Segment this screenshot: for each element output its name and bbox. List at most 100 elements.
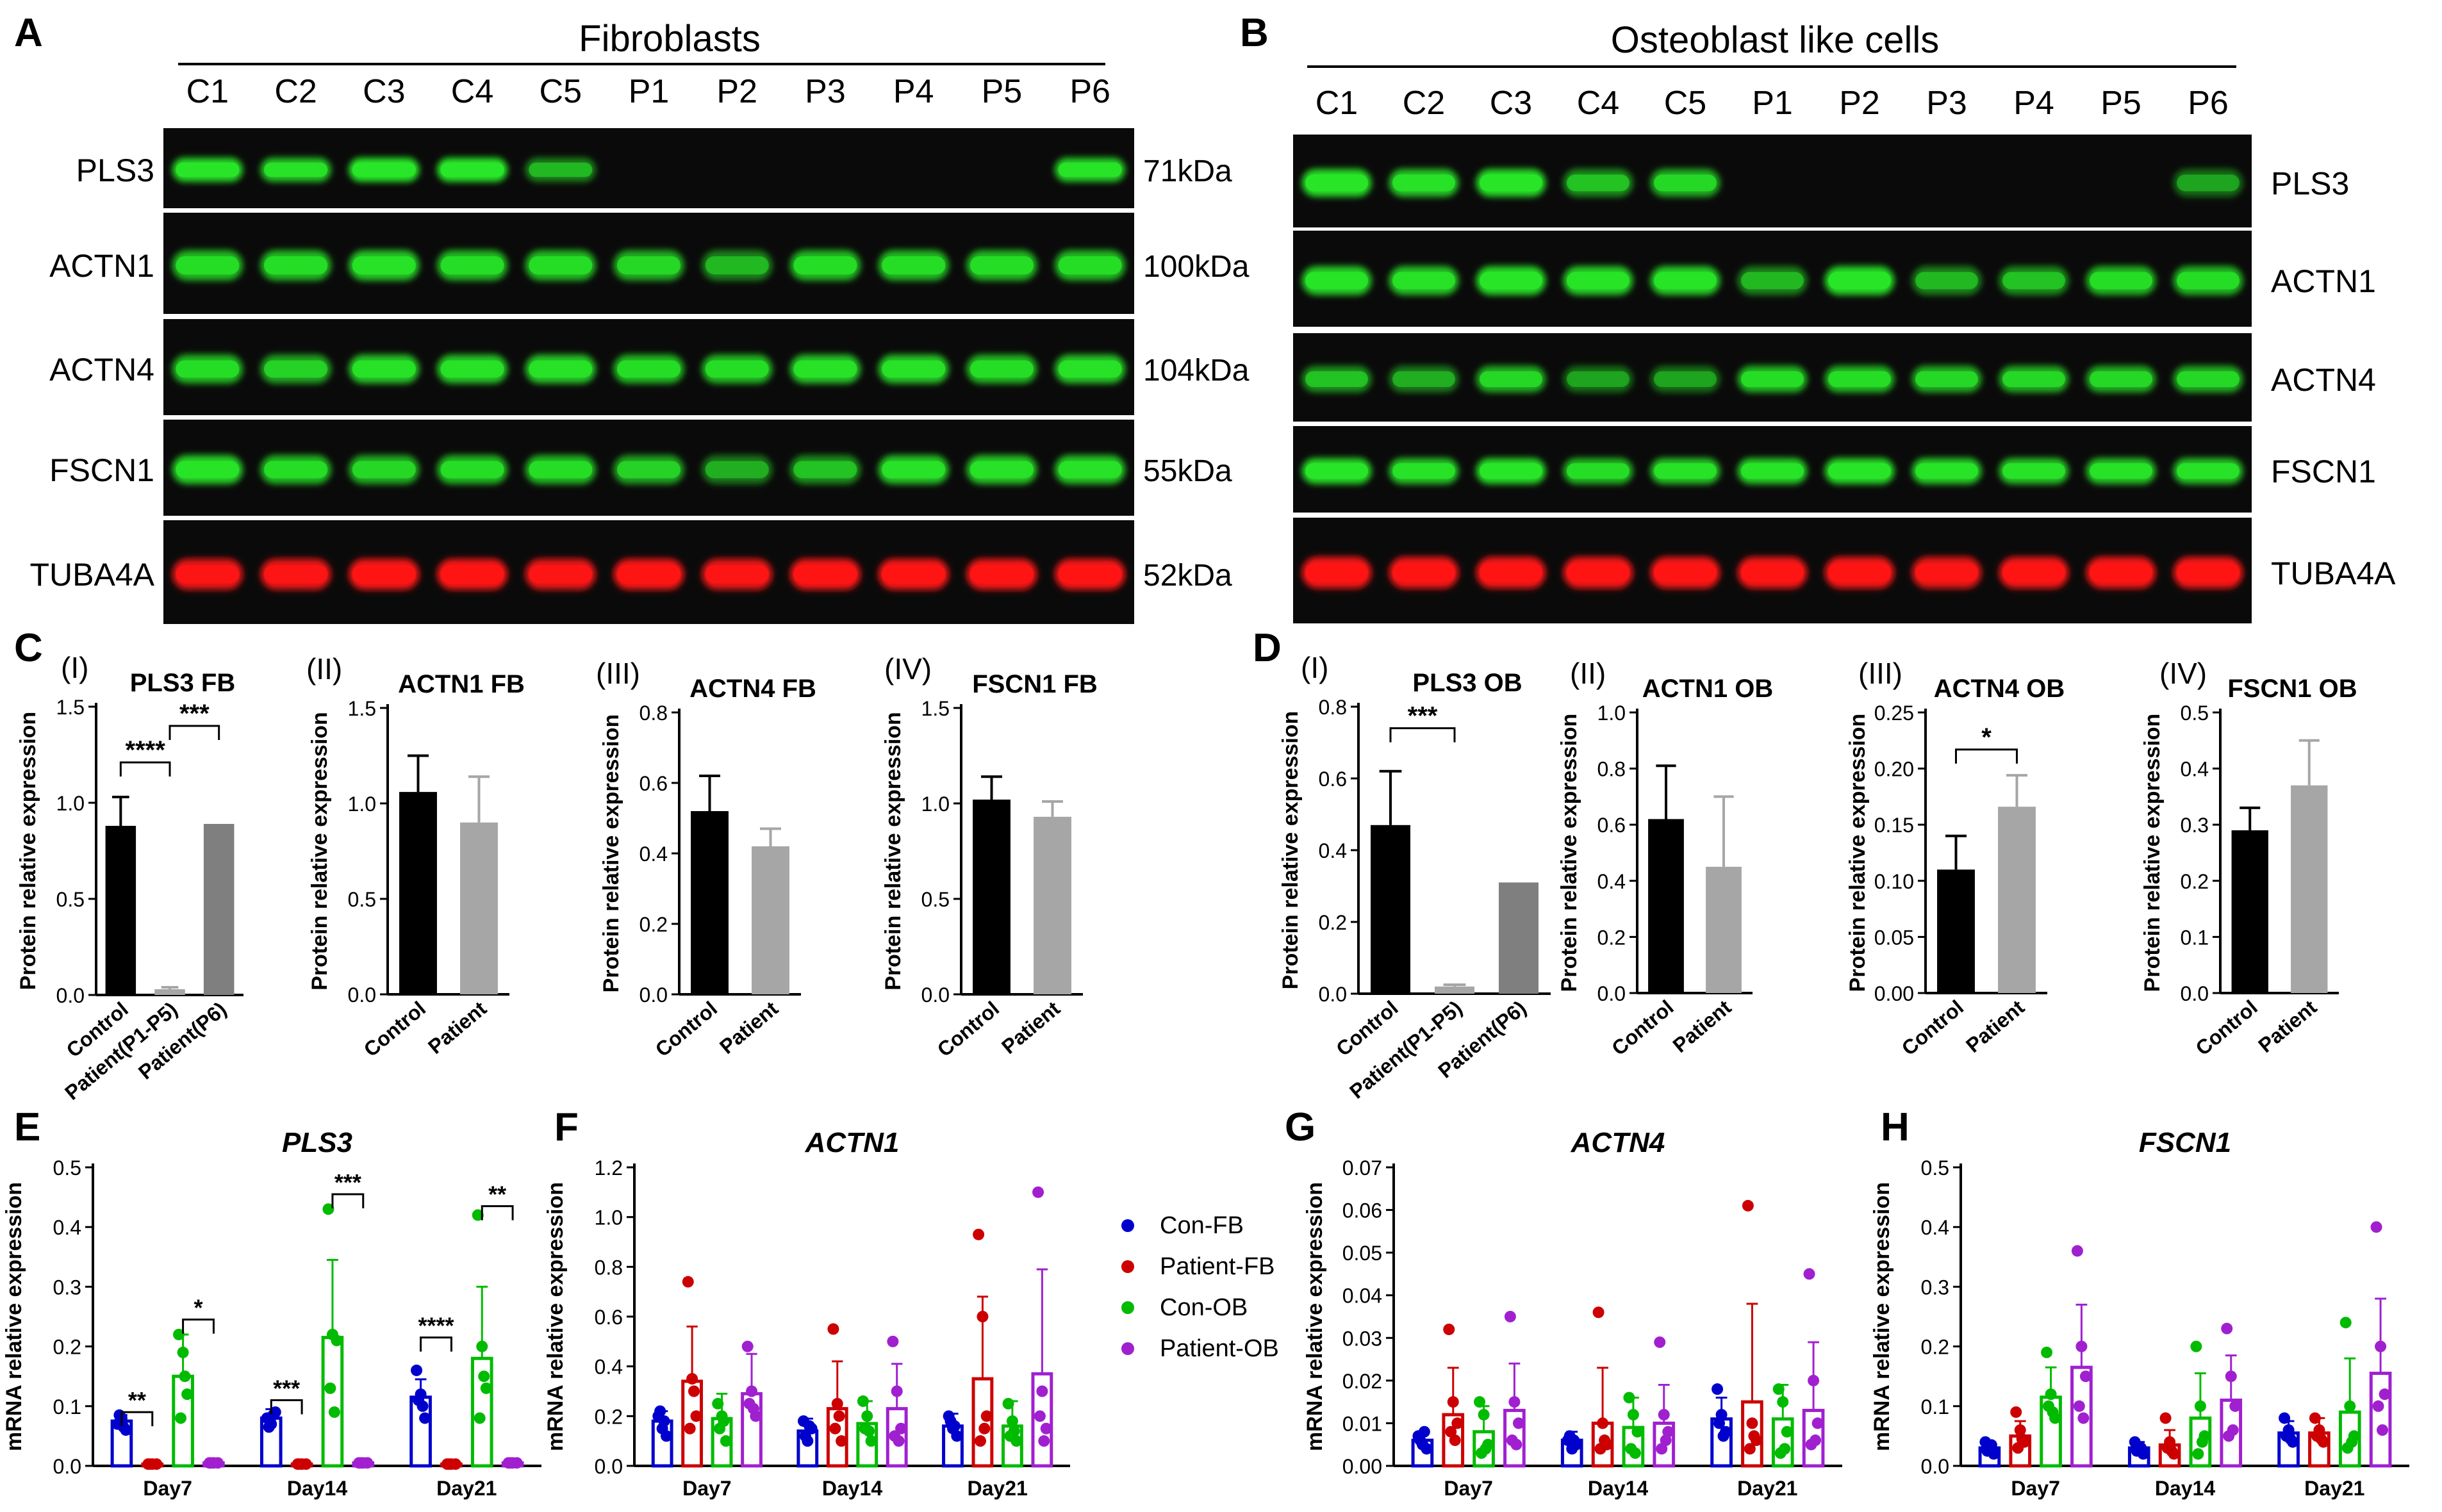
blot-band — [2173, 168, 2243, 197]
data-point — [2225, 1370, 2237, 1383]
bar — [1499, 882, 1539, 994]
bar — [752, 846, 789, 994]
data-point — [1772, 1383, 1785, 1395]
data-point — [863, 1425, 875, 1437]
blot-band-core — [1392, 371, 1455, 388]
blot-band-core — [969, 461, 1034, 479]
protein-label-fscn1: FSCN1 — [49, 452, 154, 488]
data-point — [1480, 1443, 1492, 1455]
data-point — [1811, 1417, 1824, 1429]
blot-band-core — [1480, 174, 1542, 192]
data-point — [1629, 1447, 1641, 1459]
blot-band-core — [1480, 272, 1542, 290]
x-tick-label: Day7 — [2011, 1477, 2060, 1500]
bar — [2231, 830, 2268, 993]
y-tick-label: 0.2 — [53, 1336, 81, 1359]
blot-band-core — [1741, 272, 1804, 290]
data-point — [1594, 1443, 1606, 1455]
data-point — [1032, 1186, 1044, 1198]
blot-band-core — [1915, 272, 1978, 290]
data-point — [179, 1370, 191, 1383]
y-tick-label: 0.10 — [1874, 870, 1914, 893]
data-point — [865, 1435, 877, 1447]
data-point — [2221, 1322, 2233, 1335]
data-point — [1040, 1422, 1052, 1434]
chart-title: PLS3 OB — [1412, 669, 1522, 697]
chart-di: (I) PLS3 OB 0.0 0.2 0.4 0.6 0.8 Protein relativ… — [1278, 651, 1551, 1103]
blot-band-core — [264, 461, 328, 479]
blot-band-core — [176, 461, 240, 479]
data-point — [293, 1458, 306, 1470]
blot-band-core — [1567, 174, 1629, 192]
data-point — [1568, 1434, 1580, 1447]
blot-band-core — [705, 256, 769, 275]
blot-band-core — [2090, 463, 2152, 479]
y-axis-label: Protein relative expression — [881, 712, 905, 990]
data-point — [2196, 1436, 2208, 1448]
y-tick-label: 0.0 — [1319, 983, 1347, 1006]
y-tick-label: 0.4 — [595, 1356, 623, 1379]
blot-band — [1563, 366, 1633, 393]
data-point — [328, 1406, 340, 1418]
bar — [1937, 869, 1975, 993]
data-point — [1744, 1443, 1756, 1455]
blot-band-core — [352, 256, 416, 275]
chart-dii: (II) ACTN1 OB 0.0 0.2 0.4 0.6 0.8 1.0 Protein re… — [1557, 657, 1773, 1060]
data-point — [682, 1276, 694, 1288]
blot-band-core — [616, 564, 681, 584]
data-point — [720, 1435, 732, 1447]
data-point — [205, 1457, 217, 1469]
data-point — [660, 1430, 672, 1442]
roman-numeral: (III) — [596, 657, 640, 690]
blot-band-core — [1567, 563, 1629, 582]
data-point — [2014, 1424, 2026, 1436]
blot-row-actn1: ACTN1 100kDa — [49, 213, 1250, 314]
blot-band-core — [529, 162, 593, 177]
legend: Con-FB Patient-FB Con-OB Patient-OB — [1121, 1212, 1279, 1362]
lane-label-c4: C4 — [1577, 85, 1619, 122]
blot-band-core — [2177, 371, 2240, 388]
chart-e: PLS3 0.0 0.1 0.2 0.3 0.4 0.5 mRNA relative expr… — [2, 1127, 541, 1500]
data-point — [1627, 1409, 1639, 1421]
data-point — [1512, 1417, 1524, 1429]
data-point — [1504, 1311, 1516, 1322]
data-point — [747, 1402, 759, 1415]
lane-label-p5: P5 — [982, 73, 1023, 110]
protein-label-actn1: ACTN1 — [49, 248, 154, 284]
data-point — [804, 1420, 816, 1432]
chart-g: ACTN4 0.00 0.01 0.02 0.03 0.04 0.05 0.06 0.07 mRN… — [1303, 1127, 1842, 1500]
y-tick-label: 0.0 — [921, 983, 950, 1007]
bar-con-ob — [1771, 1417, 1794, 1468]
y-tick-label: 0.2 — [1597, 926, 1626, 949]
blot-band-core — [2177, 463, 2240, 479]
legend-label-con-ob: Con-OB — [1160, 1294, 1248, 1321]
blot-row-pls3: PLS3 71kDa — [76, 128, 1232, 208]
legend-marker — [1121, 1342, 1134, 1355]
data-point — [684, 1422, 696, 1434]
significance-label: **** — [126, 736, 166, 764]
data-point — [1779, 1443, 1791, 1455]
blot-band-core — [1654, 563, 1717, 582]
y-tick-label: 0.25 — [1874, 702, 1914, 725]
blot-band-core — [1567, 272, 1629, 290]
data-point — [2077, 1412, 2090, 1424]
blot-band-core — [1305, 463, 1368, 479]
data-point — [117, 1421, 129, 1433]
y-tick-label: 0.6 — [639, 772, 668, 795]
x-tick-label: Day7 — [143, 1477, 192, 1500]
legend-label-patient-ob: Patient-OB — [1160, 1335, 1279, 1362]
data-point — [2075, 1340, 2088, 1352]
blot-band-core — [529, 461, 593, 479]
y-tick-label: 1.0 — [348, 793, 376, 816]
data-point — [690, 1410, 702, 1422]
y-tick-label: 0.5 — [2181, 702, 2209, 725]
lane-label-p1: P1 — [1752, 85, 1793, 122]
lane-label-c1: C1 — [186, 73, 229, 110]
data-point — [1510, 1438, 1522, 1450]
bar — [2291, 785, 2328, 993]
x-tick-label: Patient — [2254, 996, 2321, 1057]
data-point — [2194, 1400, 2206, 1412]
blot-band-core — [1058, 162, 1122, 177]
data-point — [144, 1458, 156, 1470]
blot-band-core — [793, 564, 857, 584]
